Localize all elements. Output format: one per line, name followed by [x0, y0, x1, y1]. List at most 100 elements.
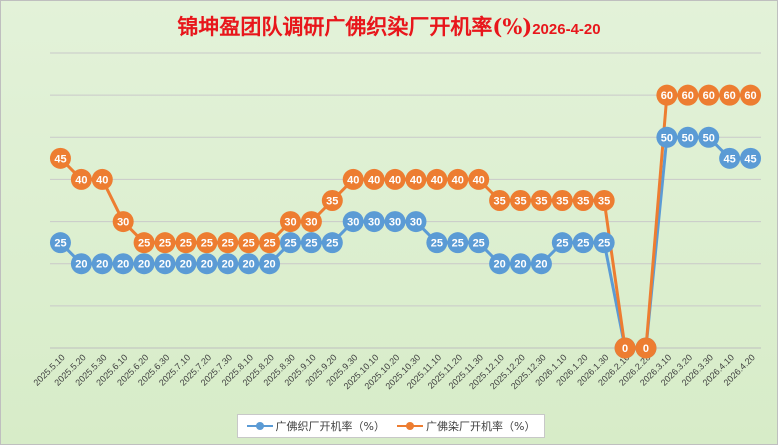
data-label: 25 — [138, 238, 150, 250]
data-label: 40 — [452, 174, 464, 186]
data-point — [614, 337, 636, 359]
data-label: 25 — [284, 238, 296, 250]
data-point — [279, 211, 301, 233]
data-point — [719, 84, 741, 106]
data-point — [70, 253, 92, 275]
data-label: 20 — [117, 259, 129, 271]
data-label: 20 — [222, 259, 234, 271]
data-label: 0 — [622, 343, 628, 355]
data-label: 30 — [347, 217, 359, 229]
data-point — [133, 253, 155, 275]
data-label: 35 — [514, 196, 526, 208]
data-point — [259, 253, 281, 275]
data-label: 25 — [159, 238, 171, 250]
data-point — [175, 232, 197, 254]
data-label: 25 — [54, 238, 66, 250]
data-label: 30 — [389, 217, 401, 229]
data-point — [572, 232, 594, 254]
data-point — [342, 168, 364, 190]
data-point — [740, 147, 762, 169]
data-point — [426, 168, 448, 190]
data-label: 20 — [159, 259, 171, 271]
data-label: 45 — [724, 153, 736, 165]
data-label: 35 — [326, 196, 338, 208]
data-point — [635, 337, 657, 359]
data-label: 30 — [410, 217, 422, 229]
data-label: 30 — [305, 217, 317, 229]
data-label: 25 — [263, 238, 275, 250]
data-label: 25 — [556, 238, 568, 250]
data-point — [405, 211, 427, 233]
data-point — [154, 232, 176, 254]
legend-label-dyeing: 广佛染厂开机率（%） — [426, 420, 536, 433]
data-point — [468, 168, 490, 190]
legend-item-dyeing: 广佛染厂开机率（%） — [397, 418, 535, 434]
data-label: 45 — [54, 153, 66, 165]
data-point — [196, 232, 218, 254]
data-label: 20 — [263, 259, 275, 271]
data-label: 50 — [703, 132, 715, 144]
data-point — [196, 253, 218, 275]
data-point — [593, 232, 615, 254]
data-point — [530, 190, 552, 211]
data-point — [300, 211, 322, 233]
data-label: 35 — [493, 196, 505, 208]
data-point — [279, 232, 301, 254]
data-point — [175, 253, 197, 275]
data-label: 30 — [284, 217, 296, 229]
chart-title-date: 2026-4-20 — [532, 21, 601, 38]
data-label: 35 — [535, 196, 547, 208]
data-point — [384, 168, 406, 190]
data-point — [91, 168, 113, 190]
data-point — [91, 253, 113, 275]
data-point — [363, 211, 385, 233]
data-label: 40 — [389, 174, 401, 186]
data-label: 25 — [243, 238, 255, 250]
data-point — [551, 190, 573, 211]
data-point — [154, 253, 176, 275]
data-label: 25 — [598, 238, 610, 250]
data-point — [740, 84, 762, 106]
data-label: 25 — [180, 238, 192, 250]
data-point — [719, 147, 741, 169]
data-label: 30 — [117, 217, 129, 229]
data-label: 20 — [243, 259, 255, 271]
data-label: 40 — [473, 174, 485, 186]
data-point — [447, 168, 469, 190]
data-point — [530, 253, 552, 275]
data-point — [489, 253, 511, 275]
data-point — [49, 147, 71, 169]
data-point — [656, 84, 678, 106]
data-label: 40 — [368, 174, 380, 186]
data-point — [510, 190, 532, 211]
data-point — [572, 190, 594, 211]
data-point — [698, 126, 720, 148]
data-label: 25 — [305, 238, 317, 250]
data-label: 20 — [493, 259, 505, 271]
data-point — [321, 232, 343, 254]
data-point — [112, 253, 134, 275]
data-label: 40 — [431, 174, 443, 186]
data-point — [217, 253, 239, 275]
data-label: 40 — [75, 174, 87, 186]
data-label: 35 — [577, 196, 589, 208]
data-point — [133, 232, 155, 254]
data-label: 60 — [661, 90, 673, 102]
data-label: 60 — [744, 90, 756, 102]
legend-swatch-dyeing — [397, 421, 423, 431]
data-point — [112, 211, 134, 233]
data-label: 20 — [514, 259, 526, 271]
data-point — [342, 211, 364, 233]
data-label: 20 — [535, 259, 547, 271]
data-point — [468, 232, 490, 254]
data-point — [259, 232, 281, 254]
data-label: 60 — [724, 90, 736, 102]
data-point — [677, 84, 699, 106]
data-point — [217, 232, 239, 254]
data-label: 20 — [201, 259, 213, 271]
data-label: 20 — [96, 259, 108, 271]
chart-title-main: 锦坤盈团队调研广佛织染厂开机率(%) — [177, 14, 533, 39]
data-point — [447, 232, 469, 254]
